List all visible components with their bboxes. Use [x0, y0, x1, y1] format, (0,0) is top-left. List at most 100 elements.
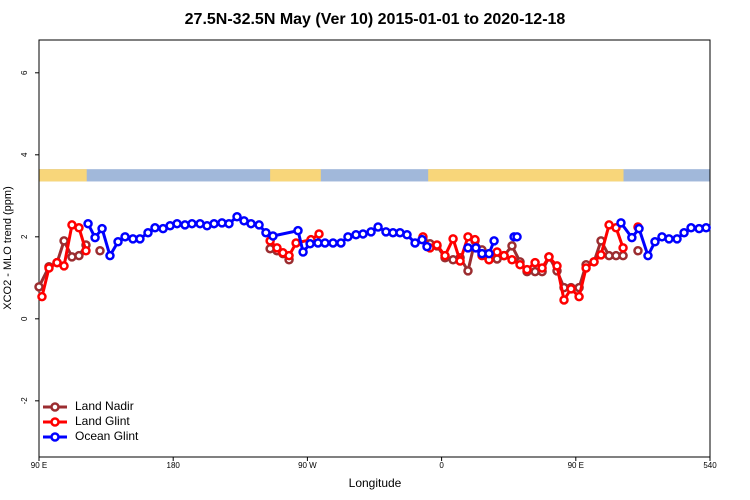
point	[618, 250, 628, 261]
point	[499, 250, 509, 261]
x-tick-label: 90 E	[31, 461, 47, 470]
point	[633, 246, 643, 256]
point	[417, 234, 427, 245]
point	[589, 257, 599, 267]
point	[143, 227, 153, 238]
point	[470, 234, 480, 245]
legend-marker	[50, 402, 60, 412]
point	[254, 220, 264, 230]
x-tick-label: 90 E	[568, 461, 584, 470]
point	[95, 246, 105, 256]
point	[74, 223, 84, 233]
point	[358, 229, 368, 239]
point	[471, 243, 481, 253]
point	[537, 263, 547, 273]
point	[261, 227, 271, 238]
point	[507, 241, 517, 251]
point	[552, 261, 562, 271]
point	[515, 259, 525, 270]
point	[305, 239, 315, 249]
point	[616, 218, 626, 228]
point	[672, 234, 682, 244]
point	[37, 291, 47, 302]
x-axis-label: Longitude	[349, 476, 402, 490]
point	[52, 257, 62, 268]
point	[512, 232, 522, 242]
point	[489, 236, 499, 246]
point	[618, 243, 628, 253]
point	[284, 250, 294, 261]
point	[574, 291, 584, 302]
point	[224, 218, 234, 229]
chart-title: 27.5N-32.5N May (Ver 10) 2015-01-01 to 2…	[185, 11, 566, 28]
legend-marker	[50, 432, 60, 442]
point	[581, 263, 591, 273]
y-tick-label: 4	[20, 152, 29, 157]
point	[113, 236, 123, 247]
point	[643, 250, 653, 261]
point	[566, 284, 576, 294]
point	[187, 218, 197, 229]
point	[314, 229, 324, 239]
point	[440, 250, 450, 261]
x-tick-label: 0	[439, 461, 444, 470]
point	[74, 250, 84, 261]
point	[455, 256, 465, 266]
point	[232, 211, 242, 222]
point	[120, 232, 130, 242]
point	[422, 241, 432, 252]
point	[172, 218, 182, 229]
point	[634, 223, 644, 234]
point	[650, 236, 660, 247]
point	[463, 243, 473, 253]
point	[544, 252, 554, 262]
land-band	[428, 169, 624, 182]
point	[343, 232, 353, 242]
land-band	[270, 169, 321, 182]
point	[336, 238, 346, 248]
point	[484, 248, 494, 259]
point	[432, 240, 442, 250]
point	[268, 231, 278, 241]
point	[320, 238, 330, 248]
point	[59, 261, 69, 271]
point	[293, 225, 303, 236]
point	[366, 227, 376, 237]
point	[105, 250, 115, 261]
point	[59, 236, 69, 246]
point	[596, 250, 606, 260]
point	[81, 246, 91, 256]
point	[448, 234, 458, 244]
point	[328, 238, 338, 248]
legend-label: Land Nadir	[75, 399, 134, 413]
x-tick-label: 180	[167, 461, 181, 470]
point	[492, 247, 502, 257]
y-tick-label: -2	[20, 397, 29, 405]
y-tick-label: 6	[20, 70, 29, 75]
point	[463, 266, 473, 276]
point	[664, 234, 674, 244]
point	[596, 236, 606, 246]
point	[402, 230, 412, 240]
point	[209, 218, 219, 229]
point	[627, 232, 637, 243]
point	[150, 223, 160, 233]
point	[291, 238, 301, 248]
point	[246, 218, 256, 229]
point	[679, 227, 689, 238]
point	[272, 243, 282, 253]
point	[410, 238, 420, 248]
point	[135, 234, 145, 244]
point	[373, 222, 383, 232]
point	[507, 255, 517, 265]
point	[34, 282, 44, 292]
y-tick-label: 0	[20, 316, 29, 321]
point	[559, 295, 569, 305]
point	[97, 223, 107, 234]
point	[298, 247, 308, 257]
land-band	[39, 169, 87, 182]
legend-label: Land Glint	[75, 414, 130, 428]
y-tick-label: 2	[20, 234, 29, 239]
point	[90, 232, 100, 243]
